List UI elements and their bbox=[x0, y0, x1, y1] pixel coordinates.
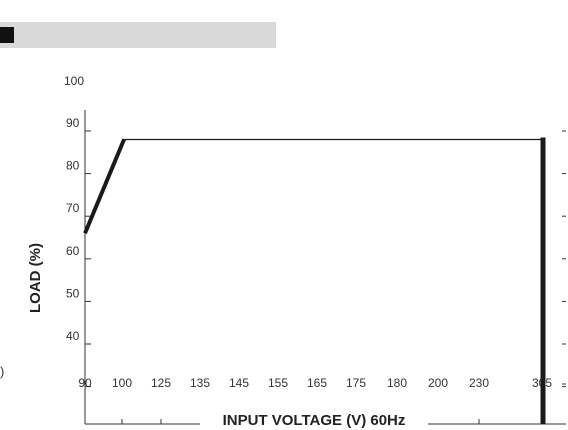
y-tick-label: 60 bbox=[66, 244, 80, 258]
x-tick-label: 180 bbox=[387, 376, 407, 390]
chart-series bbox=[83, 137, 546, 424]
y-tick-label: 90 bbox=[66, 116, 80, 130]
x-tick-label: 165 bbox=[307, 376, 327, 390]
x-tick-label: 200 bbox=[428, 376, 448, 390]
y-tick-labels: 40 50 60 70 80 90 100 bbox=[64, 74, 84, 343]
x-tick-labels: 90100125135145155165175180200230305 bbox=[78, 376, 552, 390]
x-tick-label: 100 bbox=[112, 376, 132, 390]
y-tick-label: 80 bbox=[66, 159, 80, 173]
x-tick-label: 135 bbox=[190, 376, 210, 390]
y-tick-label: 70 bbox=[66, 201, 80, 215]
x-tick-label: 230 bbox=[469, 376, 489, 390]
header-square-icon bbox=[0, 27, 14, 43]
y-tick-label: 40 bbox=[66, 329, 80, 343]
x-tick-label: 145 bbox=[229, 376, 249, 390]
series-segment-rise bbox=[83, 138, 126, 235]
edge-glyph: ) bbox=[0, 364, 5, 379]
x-axis-title: INPUT VOLTAGE (V) 60Hz bbox=[223, 412, 406, 429]
y-axis-title: LOAD (%) bbox=[27, 243, 44, 313]
x-tick-label: 90 bbox=[78, 376, 92, 390]
x-tick-label: 125 bbox=[151, 376, 171, 390]
y-tick-label: 100 bbox=[64, 74, 84, 88]
x-axis-title-backdrop bbox=[200, 406, 428, 430]
y-tick-label: 50 bbox=[66, 286, 80, 300]
x-tick-label: 175 bbox=[346, 376, 366, 390]
x-tick-label: 155 bbox=[268, 376, 288, 390]
header-bar bbox=[0, 22, 276, 48]
